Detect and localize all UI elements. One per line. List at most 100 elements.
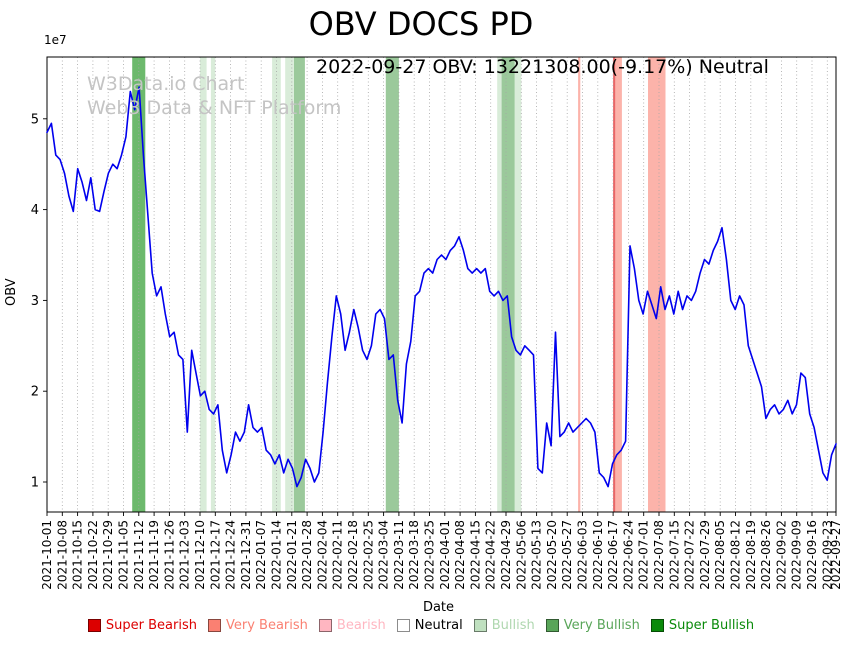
y-tick-label: 2	[31, 385, 39, 400]
x-tick-label: 2022-02-18	[346, 520, 360, 590]
x-tick-label: 2022-05-20	[545, 520, 559, 590]
legend-label-bearish: Bearish	[336, 618, 386, 633]
x-tick-label: 2021-10-22	[86, 520, 100, 590]
x-tick-label: 2022-07-29	[698, 520, 712, 590]
x-tick-label: 2022-07-01	[637, 520, 651, 590]
x-tick-label: 2022-02-04	[315, 520, 329, 590]
x-tick-label: 2022-08-19	[744, 520, 758, 590]
x-tick-label: 2022-05-27	[560, 520, 574, 590]
x-tick-label: 2022-04-08	[453, 520, 467, 590]
legend-label-super-bullish: Super Bullish	[668, 618, 755, 633]
x-tick-label: 2021-11-26	[162, 520, 176, 590]
x-tick-label: 2021-12-10	[193, 520, 207, 590]
x-tick-label: 2022-04-29	[499, 520, 513, 590]
signal-band-bullish	[514, 57, 522, 512]
legend-item-super-bearish: Super Bearish	[87, 618, 197, 633]
y-axis-label: OBV	[4, 278, 19, 306]
x-tick-label: 2022-01-07	[254, 520, 268, 590]
y-ticks: 1 2 3 4 5	[31, 112, 47, 491]
legend-item-neutral: Neutral	[396, 618, 463, 633]
x-tick-label: 2022-09-02	[774, 520, 788, 590]
x-tick-label: 2022-01-28	[300, 520, 314, 590]
x-tick-label: 2021-10-01	[40, 520, 54, 590]
legend-item-bearish: Bearish	[318, 618, 386, 633]
legend-swatch-super-bearish	[87, 619, 101, 632]
x-tick-label: 2022-08-26	[759, 520, 773, 590]
x-tick-label: 2022-03-25	[423, 520, 437, 590]
signal-band-bullish	[285, 57, 294, 512]
x-tick-label: 2022-07-08	[652, 520, 666, 590]
legend-item-very-bullish: Very Bullish	[545, 618, 640, 633]
x-tick-label: 2022-06-03	[576, 520, 590, 590]
y-offset-label: 1e7	[44, 33, 67, 47]
legend-swatch-neutral	[396, 619, 410, 632]
x-grid-and-ticks: 2021-10-01 2021-10-08 2021-10-15 2021-10-22…	[40, 57, 842, 590]
x-tick-label: 2022-09-09	[790, 520, 804, 590]
x-tick-label: 2022-06-17	[606, 520, 620, 590]
legend-swatch-super-bullish	[650, 619, 664, 632]
x-tick-label: 2021-11-12	[132, 520, 146, 590]
x-tick-label: 2022-03-04	[377, 520, 391, 590]
y-tick-label: 5	[31, 112, 39, 127]
plot-border	[46, 56, 837, 513]
y-tick-label: 1	[31, 476, 39, 491]
signal-band-very_bearish	[648, 57, 666, 512]
signal-band-very_bearish	[578, 57, 581, 512]
legend: Super Bearish Very Bearish Bearish Neutral B…	[0, 618, 842, 633]
legend-item-super-bullish: Super Bullish	[650, 618, 755, 633]
x-tick-label: 2021-12-03	[178, 520, 192, 590]
x-tick-label: 2022-04-15	[468, 520, 482, 590]
legend-label-neutral: Neutral	[414, 618, 463, 633]
x-tick-label: 2021-12-17	[208, 520, 222, 590]
x-tick-label: 2021-11-19	[147, 520, 161, 590]
x-tick-label: 2021-10-29	[101, 520, 115, 590]
chart-annotation: 2022-09-27 OBV: 13221308.00(-9.17%) Neut…	[316, 56, 769, 78]
legend-label-very-bullish: Very Bullish	[563, 618, 640, 633]
y-tick-label: 3	[31, 294, 39, 309]
legend-swatch-bearish	[318, 619, 332, 632]
x-tick-label: 2021-11-05	[117, 520, 131, 590]
legend-swatch-very-bullish	[545, 619, 559, 632]
legend-label-super-bearish: Super Bearish	[105, 618, 197, 633]
signal-band-bullish	[210, 57, 216, 512]
x-tick-label: 2022-07-22	[683, 520, 697, 590]
x-tick-label: 2022-04-01	[438, 520, 452, 590]
x-tick-label: 2021-12-31	[239, 520, 253, 590]
legend-item-very-bearish: Very Bearish	[208, 618, 308, 633]
x-tick-label: 2021-10-08	[55, 520, 69, 590]
x-tick-label: 2022-05-13	[530, 520, 544, 590]
signal-band-very_bullish	[501, 57, 515, 512]
x-tick-label: 2022-05-06	[514, 520, 528, 590]
legend-label-bullish: Bullish	[491, 618, 535, 633]
x-tick-label: 2022-06-24	[621, 520, 635, 590]
x-tick-label: 2022-06-10	[591, 520, 605, 590]
x-tick-label: 2022-04-22	[484, 520, 498, 590]
signal-band-very_bullish	[385, 57, 399, 512]
signal-band-super_bearish	[613, 57, 616, 512]
x-tick-label: 2022-01-21	[285, 520, 299, 590]
x-tick-label: 2022-09-16	[805, 520, 819, 590]
legend-label-very-bearish: Very Bearish	[226, 618, 308, 633]
signal-band-bullish	[200, 57, 207, 512]
x-tick-label: 2022-02-11	[331, 520, 345, 590]
x-tick-label: 2022-02-25	[361, 520, 375, 590]
signal-band-bullish	[497, 57, 502, 512]
x-tick-label: 2022-09-23	[820, 520, 834, 590]
legend-swatch-very-bearish	[208, 619, 221, 632]
x-tick-label: 2022-08-05	[713, 520, 727, 590]
signal-band-very_bullish	[294, 57, 305, 512]
legend-item-bullish: Bullish	[473, 618, 535, 633]
x-tick-label: 2022-07-15	[667, 520, 681, 590]
x-tick-label: 2022-01-14	[270, 520, 284, 590]
legend-swatch-bullish	[473, 619, 487, 632]
chart-title: OBV DOCS PD	[308, 5, 534, 43]
x-axis-label: Date	[422, 600, 455, 615]
y-tick-label: 4	[31, 203, 39, 218]
x-tick-label: 2022-03-11	[392, 520, 406, 590]
x-tick-label: 2022-03-18	[407, 520, 421, 590]
x-tick-label: 2022-09-27	[829, 520, 842, 590]
obv-line	[46, 86, 837, 488]
signal-band-very_bearish	[615, 57, 622, 512]
